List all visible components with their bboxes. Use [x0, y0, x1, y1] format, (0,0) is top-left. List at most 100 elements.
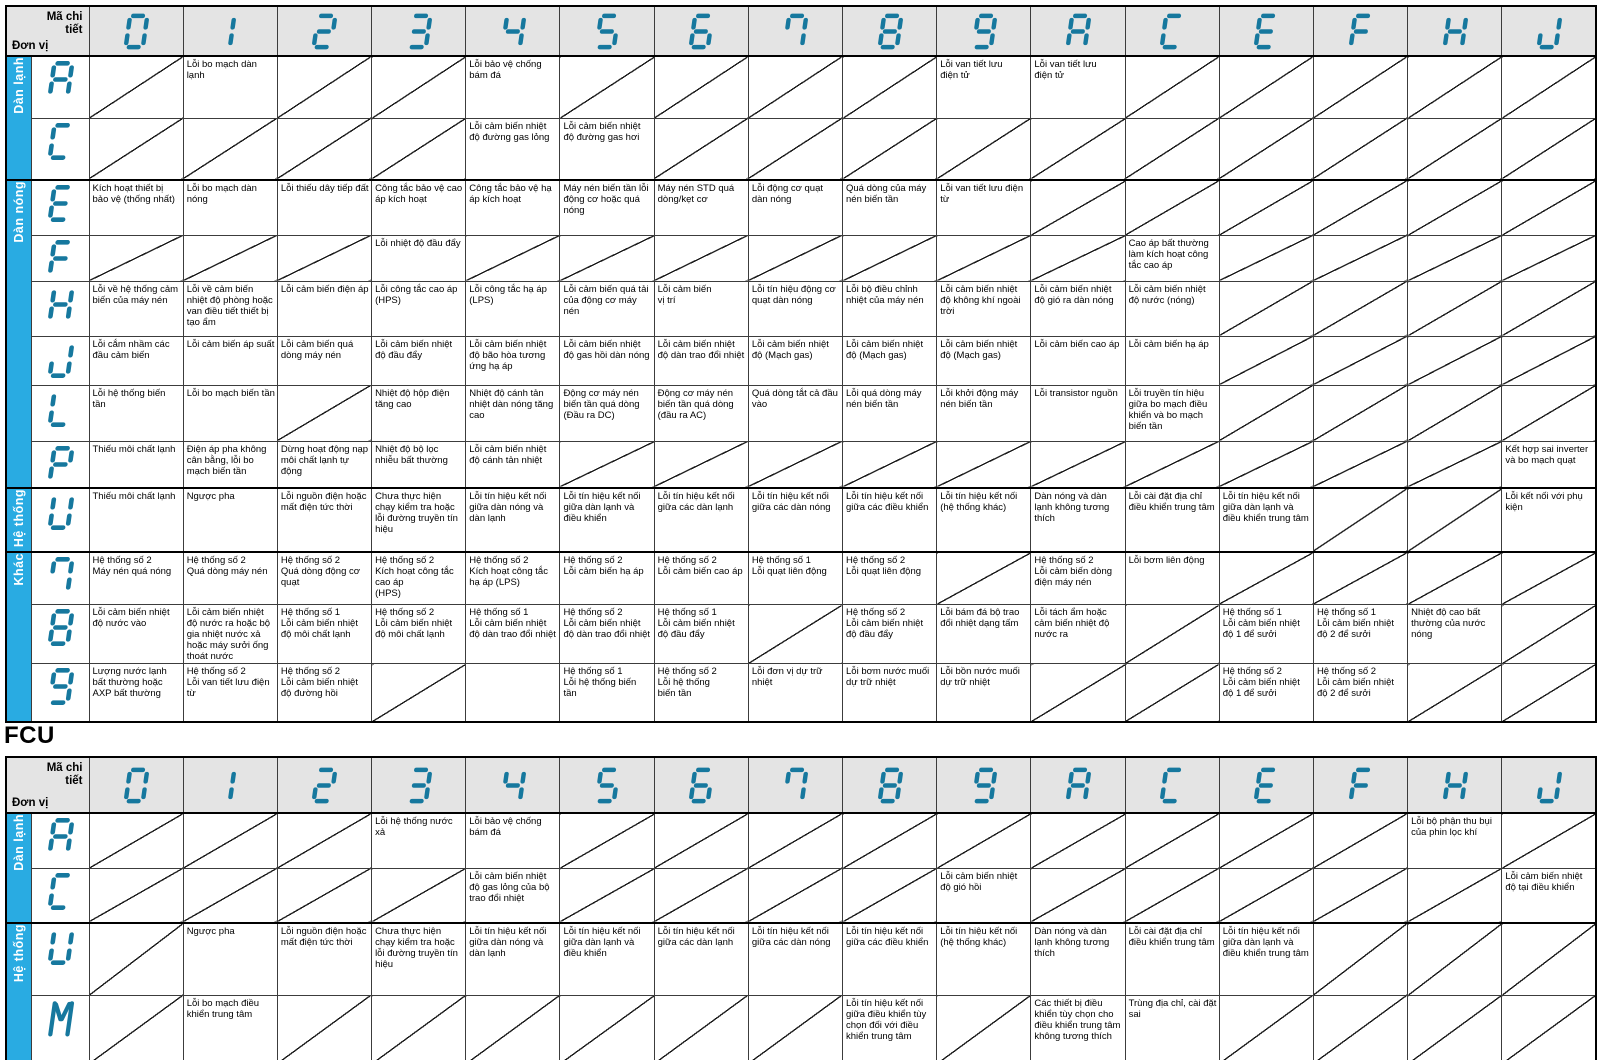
empty-cell [1312, 384, 1409, 442]
empty-cell [182, 812, 278, 869]
cell-9-8: Lỗi bơm nước muối dự trữ nhiệt [841, 663, 938, 723]
column-header-5 [559, 5, 655, 57]
cell-U-C: Lỗi cài đặt địa chỉ điều khiển trung tâm [1124, 922, 1220, 996]
seven-seg-3 [409, 13, 432, 49]
empty-cell [1407, 994, 1503, 1060]
cell-A-A: Lỗi van tiết lưu điện tử [1030, 55, 1126, 119]
empty-cell [747, 867, 844, 924]
cell-H-1: Lỗi về cảm biến nhiệt độ phòng hoặc van … [182, 280, 278, 337]
cell-E-2: Lỗi thiếu dây tiếp đất [276, 179, 373, 236]
empty-cell [1501, 117, 1597, 181]
empty-cell [1501, 663, 1597, 723]
empty-cell [1312, 440, 1409, 488]
group-label: Hệ thống [5, 486, 32, 552]
seven-seg-4 [503, 771, 526, 799]
cell-U-1: Ngược pha [182, 486, 278, 552]
empty-cell [1218, 179, 1314, 236]
empty-cell [1407, 179, 1503, 236]
seven-seg-A [1066, 13, 1091, 45]
empty-cell [1218, 994, 1314, 1060]
seven-seg-E [1254, 13, 1276, 49]
empty-cell [1030, 234, 1126, 282]
cell-H-A: Lỗi cảm biến nhiệt độ gió ra dàn nóng [1030, 280, 1126, 337]
cell-L-9: Lỗi khởi động máy nén biến tần [936, 384, 1032, 442]
empty-cell [276, 117, 373, 181]
unit-code-8 [30, 603, 90, 665]
empty-cell [1218, 280, 1314, 337]
table-row-U: Hệ thống Ngược pha Lỗi nguồn điện hoặc mất… [5, 922, 1597, 1060]
empty-cell [1030, 179, 1126, 236]
empty-cell [747, 117, 844, 181]
corner-code-label: Mã chi tiết [46, 762, 83, 788]
empty-cell [1218, 55, 1314, 119]
corner-unit-label: Đơn vị [12, 40, 49, 52]
seven-seg-7 [785, 767, 809, 799]
cell-A-4: Lỗi bảo vệ chống bám đá [465, 812, 561, 869]
seven-seg-E [47, 185, 70, 222]
cell-7-3: Hệ thống số 2 Kích hoạt công tắc cao áp … [371, 550, 467, 605]
table-row-F: Lỗi nhiệt độ đầu đẩy Cao áp bất thường là… [6, 234, 1597, 282]
cell-7-2: Hệ thống số 2 Quá dòng động cơ quạt [276, 550, 373, 605]
empty-cell [1030, 117, 1126, 181]
table-row-L: Lỗi hệ thống biến tần Lỗi bo mạch biến tầ… [6, 384, 1597, 442]
empty-cell [1407, 234, 1503, 282]
cell-8-1: Lỗi cảm biến nhiệt độ nước ra hoặc bộ gi… [182, 603, 278, 665]
cell-U-8: Lỗi tín hiệu kết nối giữa các điều khiển [841, 922, 938, 996]
empty-cell [276, 812, 373, 869]
seven-seg-1 [228, 17, 237, 45]
cell-9-7: Lỗi đơn vị dự trữ nhiệt [747, 663, 844, 723]
empty-cell [88, 812, 184, 869]
column-header-F [1312, 756, 1409, 814]
group-label: Khác [5, 550, 32, 723]
empty-cell [1501, 994, 1597, 1060]
cell-J-6: Lỗi cảm biến nhiệt độ dàn trao đổi nhiệt [653, 335, 749, 386]
cell-C-5: Lỗi cảm biến nhiệt độ đường gas hơi [559, 117, 655, 181]
empty-cell [653, 812, 749, 869]
empty-cell [1030, 663, 1126, 723]
seven-seg-0 [124, 13, 150, 49]
cell-A-1: Lỗi bo mạch dàn lạnh [182, 55, 278, 119]
empty-cell [559, 234, 655, 282]
unit-code-F [30, 234, 90, 282]
cell-J-C: Lỗi cảm biến hạ áp [1124, 335, 1220, 386]
group-label-text: Hệ thống [11, 488, 26, 547]
cell-J-5: Lỗi cảm biến nhiệt độ gas hồi dàn nóng [559, 335, 655, 386]
cell-U-A: Dàn nóng và dàn lạnh không tương thích [1030, 922, 1126, 996]
seven-seg-E [1254, 767, 1276, 803]
group-label: Dàn lạnh [5, 55, 32, 181]
column-header-1 [182, 5, 278, 57]
cell-H-2: Lỗi cảm biến điện áp [276, 280, 373, 337]
empty-cell [1407, 867, 1503, 924]
empty-cell [653, 117, 749, 181]
empty-cell [1407, 55, 1503, 119]
seven-seg-A [47, 61, 74, 94]
seven-seg-F [1348, 13, 1370, 45]
cell-P-3: Nhiệt độ bộ lọc nhiễu bất thường [371, 440, 467, 488]
cell-8-H: Nhiệt độ cao bất thường của nước nóng [1407, 603, 1503, 665]
empty-cell [371, 994, 467, 1060]
cell-E-7: Lỗi động cơ quạt dàn nóng [747, 179, 844, 236]
cell-E-6: Máy nén STD quá dòng/kẹt cơ [653, 179, 749, 236]
cell-U-2: Lỗi nguồn điện hoặc mất điện tức thời [276, 486, 373, 552]
cell-L-0: Lỗi hệ thống biến tần [88, 384, 184, 442]
empty-cell [1312, 994, 1409, 1060]
empty-cell [936, 234, 1032, 282]
cell-P-0: Thiếu môi chất lạnh [88, 440, 184, 488]
table-row-8: Lỗi cảm biến nhiệt độ nước vào Lỗi cảm bi… [6, 603, 1597, 665]
empty-cell [1218, 867, 1314, 924]
empty-cell [1501, 922, 1597, 996]
empty-cell [1312, 922, 1409, 996]
cell-J-4: Lỗi cảm biến nhiệt độ bão hòa tương ứng … [465, 335, 561, 386]
cell-U-E: Lỗi tín hiệu kết nối giữa dàn lạnh và đi… [1218, 486, 1314, 552]
empty-cell [1312, 812, 1409, 869]
cell-U-6: Lỗi tín hiệu kết nối giữa các dàn lạnh [653, 486, 749, 552]
unit-code-H [30, 280, 90, 337]
group-label: Hệ thống [5, 922, 32, 1060]
cell-U-3: Chưa thực hiện chạy kiểm tra hoặc lỗi đư… [371, 486, 467, 552]
cell-J-8: Lỗi cảm biến nhiệt độ (Mạch gas) [841, 335, 938, 386]
empty-cell [653, 55, 749, 119]
cell-9-F: Hệ thống số 2 Lỗi cảm biến nhiệt độ 2 để… [1312, 663, 1409, 723]
cell-A-H: Lỗi bộ phận thu bụi của phin lọc khí [1407, 812, 1503, 869]
seven-seg-P [47, 445, 74, 479]
cell-P-4: Lỗi cảm biến nhiệt độ cánh tản nhiệt [465, 440, 561, 488]
